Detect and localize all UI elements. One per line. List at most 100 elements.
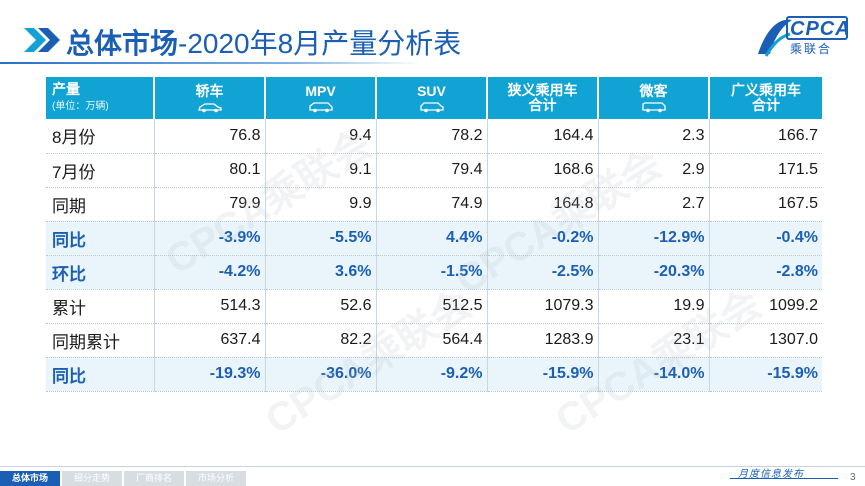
table-cell: 171.5 — [708, 153, 822, 188]
table-cell: 82.2 — [264, 323, 376, 358]
logo-text: CPCA — [790, 18, 851, 40]
footer-tab-overall[interactable]: 总体市场 — [0, 471, 60, 486]
table-cell: 74.9 — [375, 187, 487, 222]
footer-slogan-underline — [730, 478, 838, 479]
row-label: 同期 — [46, 187, 154, 222]
col-header-suv: SUV — [375, 77, 487, 119]
table-cell: 79.9 — [153, 187, 265, 222]
table-cell: 1099.2 — [708, 289, 822, 324]
table-cell: 2.9 — [597, 153, 709, 188]
table-cell: 19.9 — [597, 289, 709, 324]
table-cell: 2.7 — [597, 187, 709, 222]
table-cell: -0.4% — [708, 221, 822, 256]
table-cell: -19.3% — [153, 357, 265, 392]
col-label: 轿车 — [195, 82, 224, 99]
suv-icon — [419, 101, 444, 112]
table-cell: 164.4 — [486, 119, 598, 154]
title-underline — [0, 62, 420, 64]
table-cell: -1.5% — [375, 255, 487, 290]
production-table: 产量 (单位：万辆) 轿车 MPV SUV 狭义乘用车合计 微客 — [46, 77, 822, 392]
table-row: 7月份 80.1 9.1 79.4 168.6 2.9 171.5 — [46, 153, 822, 188]
table-cell: -36.0% — [264, 357, 376, 392]
table-cell: 168.6 — [486, 153, 598, 188]
table-cell: 514.3 — [153, 289, 265, 324]
table-cell: 2.3 — [597, 119, 709, 154]
page-title: 总体市场-2020年8月产量分析表 — [66, 22, 461, 62]
table-cell: 166.7 — [708, 119, 822, 154]
table-cell: 9.4 — [264, 119, 376, 154]
table-row: 累计 514.3 52.6 512.5 1079.3 19.9 1099.2 — [46, 289, 822, 324]
col-header-narrow-total: 狭义乘用车合计 — [486, 77, 598, 119]
table-cell: 1283.9 — [486, 323, 598, 358]
table-cell: -15.9% — [708, 357, 822, 392]
col-label: MPV — [305, 82, 336, 99]
row-label: 同期累计 — [46, 323, 154, 358]
sedan-icon — [197, 102, 222, 112]
table-cell: 79.4 — [375, 153, 487, 188]
footer-tab-trend[interactable]: 细分走势 — [62, 471, 122, 486]
table-row: 同比 -3.9% -5.5% 4.4% -0.2% -12.9% -0.4% — [46, 221, 822, 256]
mpv-icon — [308, 101, 333, 112]
table-cell: 164.8 — [486, 187, 598, 222]
col-label: 广义乘用车合计 — [731, 82, 801, 113]
corner-unit: (单位：万辆) — [52, 101, 109, 112]
table-cell: 76.8 — [153, 119, 265, 154]
table-cell: 564.4 — [375, 323, 487, 358]
table-cell: -9.2% — [375, 357, 487, 392]
row-label: 同比 — [46, 221, 154, 256]
table-cell: -2.5% — [486, 255, 598, 290]
table-cell: -0.2% — [486, 221, 598, 256]
table-cell: 80.1 — [153, 153, 265, 188]
table-body: 8月份 76.8 9.4 78.2 164.4 2.3 166.7 7月份 80.1 9.1 79.… — [46, 119, 822, 392]
title-bar: 总体市场-2020年8月产量分析表 — [0, 0, 865, 70]
table-cell: -14.0% — [597, 357, 709, 392]
table-cell: 9.9 — [264, 187, 376, 222]
footer-tab-ranking[interactable]: 厂商排名 — [124, 471, 184, 486]
footer-divider — [0, 466, 865, 467]
table-cell: 1079.3 — [486, 289, 598, 324]
footer-nav: 总体市场 细分走势 厂商排名 市场分析 — [0, 471, 248, 486]
double-chevron-icon — [22, 26, 62, 54]
col-label: 狭义乘用车合计 — [507, 82, 578, 113]
row-label: 7月份 — [46, 153, 154, 188]
page-title-sub: -2020年8月产量分析表 — [178, 28, 462, 59]
table-cell: 78.2 — [375, 119, 487, 154]
table-row: 环比 -4.2% 3.6% -1.5% -2.5% -20.3% -2.8% — [46, 255, 822, 290]
table-header-row: 产量 (单位：万辆) 轿车 MPV SUV 狭义乘用车合计 微客 — [46, 77, 822, 119]
table-cell: 3.6% — [264, 255, 376, 290]
table-cell: -2.8% — [708, 255, 822, 290]
table-cell: 4.4% — [375, 221, 487, 256]
table-cell: 9.1 — [264, 153, 376, 188]
row-label: 环比 — [46, 255, 154, 290]
table-cell: 23.1 — [597, 323, 709, 358]
col-header-sedan: 轿车 — [153, 77, 265, 119]
row-label: 同比 — [46, 357, 154, 392]
col-header-broad-total: 广义乘用车合计 — [708, 77, 822, 119]
table-cell: -4.2% — [153, 255, 265, 290]
col-header-minivan: 微客 — [597, 77, 709, 119]
row-label: 8月份 — [46, 119, 154, 154]
table-cell: -20.3% — [597, 255, 709, 290]
table-cell: 512.5 — [375, 289, 487, 324]
table-row: 8月份 76.8 9.4 78.2 164.4 2.3 166.7 — [46, 119, 822, 154]
table-cell: 167.5 — [708, 187, 822, 222]
logo-frame — [786, 16, 848, 40]
table-row: 同比 -19.3% -36.0% -9.2% -15.9% -14.0% -15.9% — [46, 357, 822, 392]
corner-header: 产量 (单位：万辆) — [46, 77, 154, 119]
table-cell: 637.4 — [153, 323, 265, 358]
table-cell: -12.9% — [597, 221, 709, 256]
col-label: SUV — [417, 82, 446, 99]
table-cell: 1307.0 — [708, 323, 822, 358]
table-cell: -15.9% — [486, 357, 598, 392]
logo-subtext: 乘联合 — [790, 42, 833, 56]
minivan-icon — [641, 101, 666, 112]
table-row: 同期 79.9 9.9 74.9 164.8 2.7 167.5 — [46, 187, 822, 222]
table-cell: 52.6 — [264, 289, 376, 324]
page-number: 3 — [850, 472, 856, 483]
corner-label: 产量 — [52, 81, 80, 97]
footer-slogan: 月度信息发布 — [738, 469, 804, 480]
table-row: 同期累计 637.4 82.2 564.4 1283.9 23.1 1307.0 — [46, 323, 822, 358]
table-cell: -5.5% — [264, 221, 376, 256]
col-header-mpv: MPV — [264, 77, 376, 119]
footer-tab-analysis[interactable]: 市场分析 — [186, 471, 246, 486]
